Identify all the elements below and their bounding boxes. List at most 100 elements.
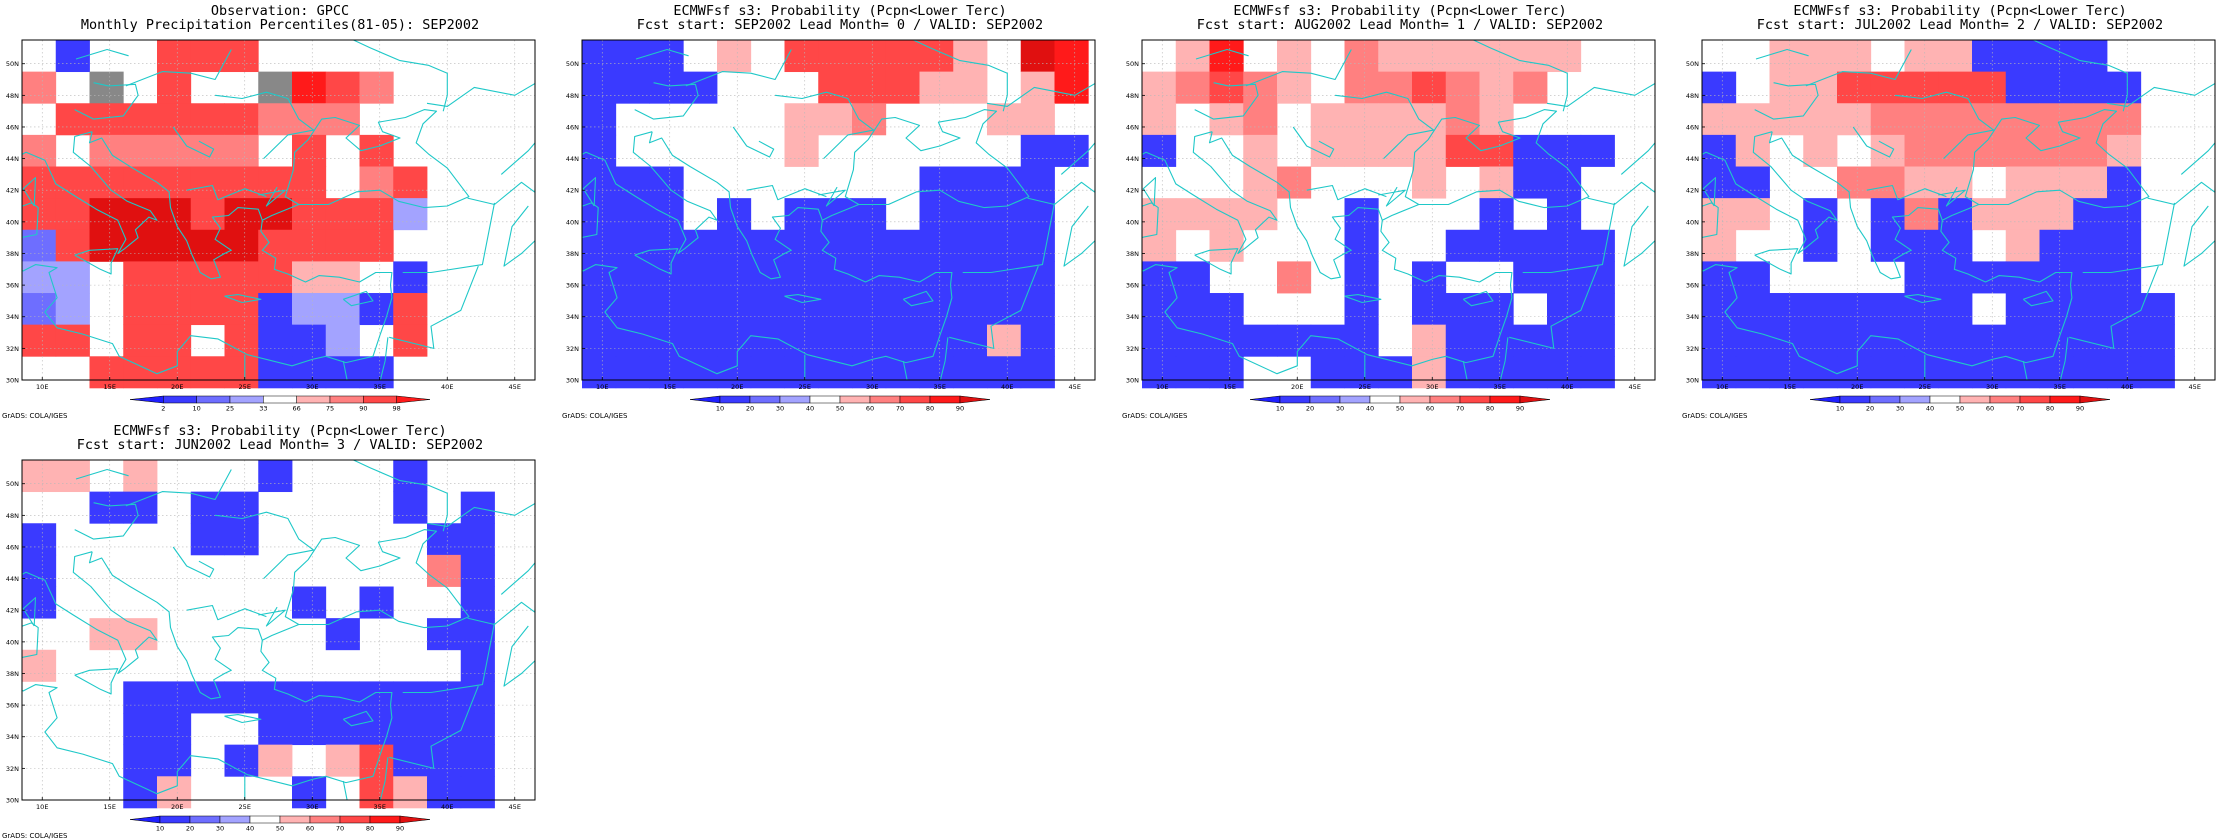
data-cell [1479, 134, 1514, 167]
data-cell [325, 71, 360, 104]
lon-tick-label: 25E [1359, 383, 1371, 391]
data-cell [123, 776, 158, 809]
coastline [2180, 142, 2215, 175]
data-cell [2107, 324, 2142, 357]
colorbar-label: 80 [926, 405, 934, 413]
map-frame [1141, 39, 1656, 381]
colorbar-label: 60 [1986, 405, 1994, 413]
lat-tick-label: 36N [566, 282, 579, 290]
data-cell [292, 324, 327, 357]
coastline [500, 562, 535, 595]
coastline [1142, 177, 1157, 207]
lat-tick-label: 34N [1686, 313, 1699, 321]
coastline [224, 294, 262, 304]
data-cell [2140, 324, 2175, 357]
data-cell [1277, 40, 1312, 73]
data-cell [22, 649, 57, 682]
data-cell [1412, 134, 1447, 167]
data-cell [1972, 356, 2007, 389]
data-cell [123, 460, 158, 493]
lat-tick-label: 46N [566, 123, 579, 131]
colorbar-label: 10 [1276, 405, 1284, 413]
data-cell [224, 523, 259, 556]
lat-tick-label: 38N [1686, 250, 1699, 258]
data-cell [258, 681, 293, 714]
data-cell [292, 134, 327, 167]
panel-forecast-lead-0: ECMWFsf s3: Probability (Pcpn<Lower Terc… [560, 0, 1120, 420]
data-cell [157, 293, 192, 326]
coastline [215, 511, 315, 579]
data-cell [359, 71, 394, 104]
data-cell [953, 293, 988, 326]
coastline [1938, 186, 1966, 207]
lon-tick-label: 35E [934, 383, 946, 391]
coastline [186, 604, 267, 621]
data-cell [1445, 229, 1480, 262]
data-cell [1310, 324, 1345, 357]
lat-tick-label: 34N [566, 313, 579, 321]
data-cell [292, 103, 327, 136]
data-cell [818, 324, 853, 357]
coastline [467, 601, 535, 626]
data-cell [460, 713, 495, 746]
data-cell [292, 261, 327, 294]
colorbar-end-left [129, 395, 164, 404]
data-cell [1243, 134, 1278, 167]
coastline [22, 202, 39, 239]
colorbar-end-left [689, 395, 721, 404]
coastline [1587, 181, 1655, 206]
data-cell [292, 71, 327, 104]
data-cell [953, 40, 988, 73]
data-cell [190, 198, 225, 231]
colorbar-segment [749, 395, 781, 404]
data-cell [1479, 166, 1514, 199]
lat-tick-label: 46N [6, 123, 19, 131]
data-cell [359, 166, 394, 199]
coastline [258, 606, 286, 627]
data-cell [615, 293, 650, 326]
data-cell [22, 523, 57, 556]
data-cell [649, 293, 684, 326]
lon-tick-label: 30E [1986, 383, 1998, 391]
data-cell [582, 71, 617, 104]
coastline [1852, 126, 1895, 158]
data-cell [1209, 71, 1244, 104]
data-cell [292, 586, 327, 619]
data-cell [2005, 40, 2040, 73]
data-cell [1547, 356, 1582, 389]
data-cell [123, 134, 158, 167]
data-cell [615, 356, 650, 389]
data-cell [818, 261, 853, 294]
colorbar-label: 40 [806, 405, 814, 413]
data-cell [1870, 166, 1905, 199]
map-canvas: 30N 32N 34N 36N 38N 40N 42N 44N 46N 48N 50N 10E 15E 2… [566, 39, 1096, 413]
data-cell [1445, 40, 1480, 73]
data-cell [784, 229, 819, 262]
data-cell [1769, 40, 1804, 73]
data-cell [460, 586, 495, 619]
data-cell [1412, 261, 1447, 294]
data-cell [359, 744, 394, 777]
map-canvas: 30N 32N 34N 36N 38N 40N 42N 44N 46N 48N 50N 10E 15E 2… [6, 39, 536, 413]
panel-subtitle: Monthly Precipitation Percentiles(81-05)… [80, 17, 480, 33]
data-cell [89, 71, 124, 104]
lon-tick-label: 30E [1426, 383, 1438, 391]
lon-tick-label: 15E [104, 383, 116, 391]
data-cell [55, 324, 90, 357]
data-cell [2005, 261, 2040, 294]
data-cell [1972, 134, 2007, 167]
colorbar-segment [1339, 395, 1371, 404]
lon-tick-label: 20E [731, 383, 743, 391]
coastline [1462, 290, 1494, 307]
data-cell [89, 134, 124, 167]
grads-credit: GrADS: COLA/IGES [1682, 412, 1748, 420]
data-cell [1513, 324, 1548, 357]
lat-tick-label: 42N [566, 187, 579, 195]
grid-lines [1142, 40, 1655, 381]
data-cell [615, 261, 650, 294]
colorbar-segment [296, 395, 331, 404]
data-cell [919, 261, 954, 294]
colorbar-segment [229, 395, 264, 404]
data-cell [1769, 324, 1804, 357]
data-cell [1702, 356, 1737, 389]
